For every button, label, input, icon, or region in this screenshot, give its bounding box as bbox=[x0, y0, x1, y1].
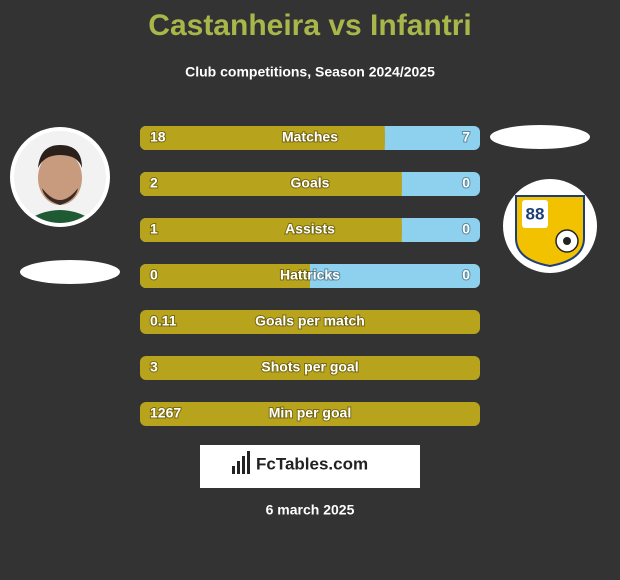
left-bar bbox=[140, 264, 310, 288]
stat-label: Assists bbox=[285, 221, 335, 237]
right-value: 0 bbox=[462, 175, 470, 191]
left-bar-edge bbox=[395, 172, 402, 196]
left-bar-edge bbox=[395, 218, 402, 242]
stat-label: Matches bbox=[282, 129, 338, 145]
left-bar-edge bbox=[304, 264, 310, 288]
left-bar bbox=[140, 310, 480, 334]
left-bar bbox=[140, 356, 480, 380]
brand-box: FcTables.com bbox=[200, 445, 420, 488]
team-placeholder bbox=[490, 125, 590, 149]
stat-label: Shots per goal bbox=[261, 359, 358, 375]
stat-label: Goals bbox=[291, 175, 330, 191]
left-bar bbox=[140, 126, 385, 150]
title: Castanheira vs Infantri bbox=[148, 9, 471, 42]
stat-label: Min per goal bbox=[269, 405, 351, 421]
stat-label: Hattricks bbox=[280, 267, 340, 283]
stat-rows: Matches 18 7 Goals 2 0 Assists 1 0 Hattricks 0 0 Goa… bbox=[140, 126, 480, 426]
left-value: 3 bbox=[150, 359, 158, 375]
right-value: 7 bbox=[462, 129, 470, 145]
player-placeholder bbox=[20, 260, 120, 284]
left-value: 1267 bbox=[150, 405, 181, 421]
left-bar-edge bbox=[378, 126, 385, 150]
player-photo bbox=[10, 127, 110, 227]
subtitle: Club competitions, Season 2024/2025 bbox=[185, 64, 435, 80]
club-badge: 88 bbox=[503, 179, 597, 273]
left-bar bbox=[140, 402, 480, 426]
brand-name: FcTables.com bbox=[256, 454, 368, 473]
badge-number: 88 bbox=[526, 204, 545, 223]
left-value: 0.11 bbox=[150, 313, 177, 329]
left-value: 2 bbox=[150, 175, 158, 191]
right-value: 0 bbox=[462, 267, 470, 283]
left-value: 1 bbox=[150, 221, 158, 237]
left-bar bbox=[140, 172, 402, 196]
date: 6 march 2025 bbox=[266, 502, 355, 518]
left-value: 0 bbox=[150, 267, 158, 283]
left-value: 18 bbox=[150, 129, 166, 145]
stat-label: Goals per match bbox=[255, 313, 365, 329]
left-bar bbox=[140, 218, 402, 242]
right-value: 0 bbox=[462, 221, 470, 237]
